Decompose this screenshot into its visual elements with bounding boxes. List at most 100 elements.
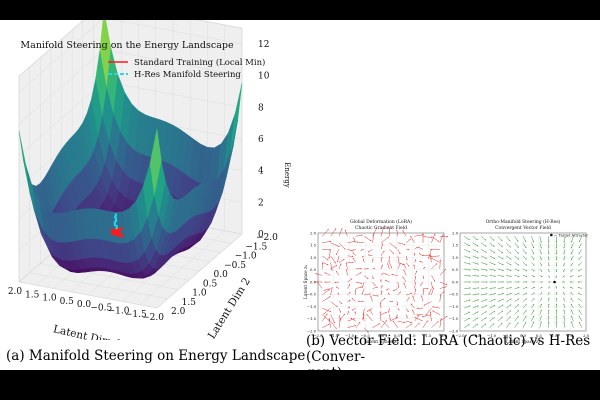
quiver-subtitle: Chaotic Gradient Field xyxy=(355,225,407,231)
quiver-arrowhead xyxy=(525,264,527,266)
quiver-arrowhead xyxy=(356,241,358,243)
quiver-arrowhead xyxy=(445,283,448,286)
quiver-arrowhead xyxy=(445,286,447,288)
quiver-arrowhead xyxy=(314,281,316,283)
quiver-arrowhead xyxy=(492,323,495,325)
ztick-label: 6 xyxy=(258,135,264,145)
quiver-arrowhead xyxy=(385,280,387,282)
quiver-arrowhead xyxy=(555,286,557,288)
quiver-arrowhead xyxy=(577,287,580,289)
quiver-arrow xyxy=(380,320,388,328)
quiver-arrow xyxy=(323,307,331,315)
quiver-arrowhead xyxy=(331,287,333,289)
quiver-arrowhead xyxy=(439,259,441,261)
quiver-arrowhead xyxy=(348,306,350,309)
quiver-arrowhead xyxy=(395,247,397,249)
quiver-arrowhead xyxy=(570,298,573,300)
quiver-arrow xyxy=(430,257,440,263)
quiver-arrowhead xyxy=(339,318,341,321)
quiver-arrowhead xyxy=(493,257,496,259)
quiver-arrowhead xyxy=(468,257,471,259)
quiver-arrowhead xyxy=(477,275,480,277)
quiver-arrowhead xyxy=(416,307,418,309)
quiver-arrow xyxy=(432,310,440,315)
quiver-arrowhead xyxy=(517,298,520,300)
quiver-arrowhead xyxy=(396,229,398,232)
quiver-arrowhead xyxy=(380,279,382,281)
quiver-arrowhead xyxy=(402,263,404,265)
quiver-xtick: 2.0 xyxy=(441,333,448,338)
xtick-label: −0.5 xyxy=(90,303,112,313)
quiver-arrowhead xyxy=(509,322,511,325)
quiver-arrowhead xyxy=(501,316,503,319)
quiver-arrowhead xyxy=(399,252,401,254)
quiver-arrow xyxy=(330,321,337,330)
quiver-arrowhead xyxy=(343,313,345,316)
quiver-arrowhead xyxy=(485,311,487,313)
xtick-label: −1.5 xyxy=(125,310,147,320)
quiver-arrowhead xyxy=(477,287,480,289)
quiver-arrowhead xyxy=(578,298,580,300)
quiver-arrowhead xyxy=(532,240,534,243)
quiver-arrowhead xyxy=(517,316,519,318)
quiver-arrowhead xyxy=(382,320,384,323)
quiver-arrowhead xyxy=(510,263,512,266)
quiver-arrowhead xyxy=(337,260,339,263)
quiver-arrow xyxy=(322,314,330,321)
quiver-arrowhead xyxy=(525,315,527,318)
quiver-arrowhead xyxy=(399,291,401,293)
quiver-arrowhead xyxy=(402,230,404,232)
quiver-arrow xyxy=(328,249,331,259)
quiver-arrowhead xyxy=(432,287,434,290)
quiver-arrowhead xyxy=(408,265,410,267)
caption-b: (b) Vector Field: LoRA (Chaotic) vs H-Re… xyxy=(306,333,600,381)
quiver-arrowhead xyxy=(577,275,580,277)
quiver-arrowhead xyxy=(328,318,331,320)
quiver-arrowhead xyxy=(510,269,512,272)
xtick-label: −2.0 xyxy=(142,313,164,323)
quiver-arrowhead xyxy=(360,272,362,274)
energy-surface xyxy=(18,20,243,279)
quiver-arrowhead xyxy=(485,299,488,301)
quiver-arrowhead xyxy=(390,266,393,269)
quiver-arrowhead xyxy=(421,295,423,297)
quiver-arrowhead xyxy=(532,315,534,318)
quiver-arrowhead xyxy=(414,282,416,284)
quiver-arrowhead xyxy=(361,234,363,236)
quiver-arrow xyxy=(439,281,448,286)
quiver-arrow xyxy=(338,228,343,237)
quiver-arrowhead xyxy=(501,310,504,313)
quiver-ytick: 1.5 xyxy=(452,243,459,248)
quiver-xtick: −1.5 xyxy=(471,333,481,338)
quiver-arrowhead xyxy=(548,264,550,267)
quiver-arrow xyxy=(389,242,397,249)
quiver-arrow xyxy=(347,325,356,328)
quiver-arrowhead xyxy=(384,273,386,275)
quiver-arrowhead xyxy=(388,227,391,230)
quiver-ytick: −1.5 xyxy=(307,316,317,321)
quiver-arrowhead xyxy=(468,318,470,320)
quiver-arrowhead xyxy=(354,325,356,327)
quiver-arrowhead xyxy=(443,291,445,293)
quiver-arrowhead xyxy=(477,293,479,295)
quiver-arrowhead xyxy=(352,257,355,260)
quiver-arrowhead xyxy=(533,264,535,266)
quiver-arrowhead xyxy=(555,309,558,311)
quiver-arrowhead xyxy=(555,253,558,255)
quiver-arrowhead xyxy=(493,305,496,307)
quiver-arrowhead xyxy=(563,270,565,272)
quiver-arrowhead xyxy=(548,252,550,255)
quiver-arrowhead xyxy=(525,252,527,254)
quiver-arrowhead xyxy=(548,297,550,300)
quiver-arrow xyxy=(397,242,406,245)
quiver-arrowhead xyxy=(373,284,376,286)
quiver-arrowhead xyxy=(525,310,527,312)
quiver-arrowhead xyxy=(468,305,471,307)
quiver-arrowhead xyxy=(563,252,565,255)
quiver-arrowhead xyxy=(333,321,335,324)
quiver-arrowhead xyxy=(477,281,480,283)
quiver-arrow xyxy=(372,233,375,243)
quiver-arrow xyxy=(431,236,440,242)
quiver-arrowhead xyxy=(414,259,417,261)
quiver-arrow xyxy=(410,235,415,243)
